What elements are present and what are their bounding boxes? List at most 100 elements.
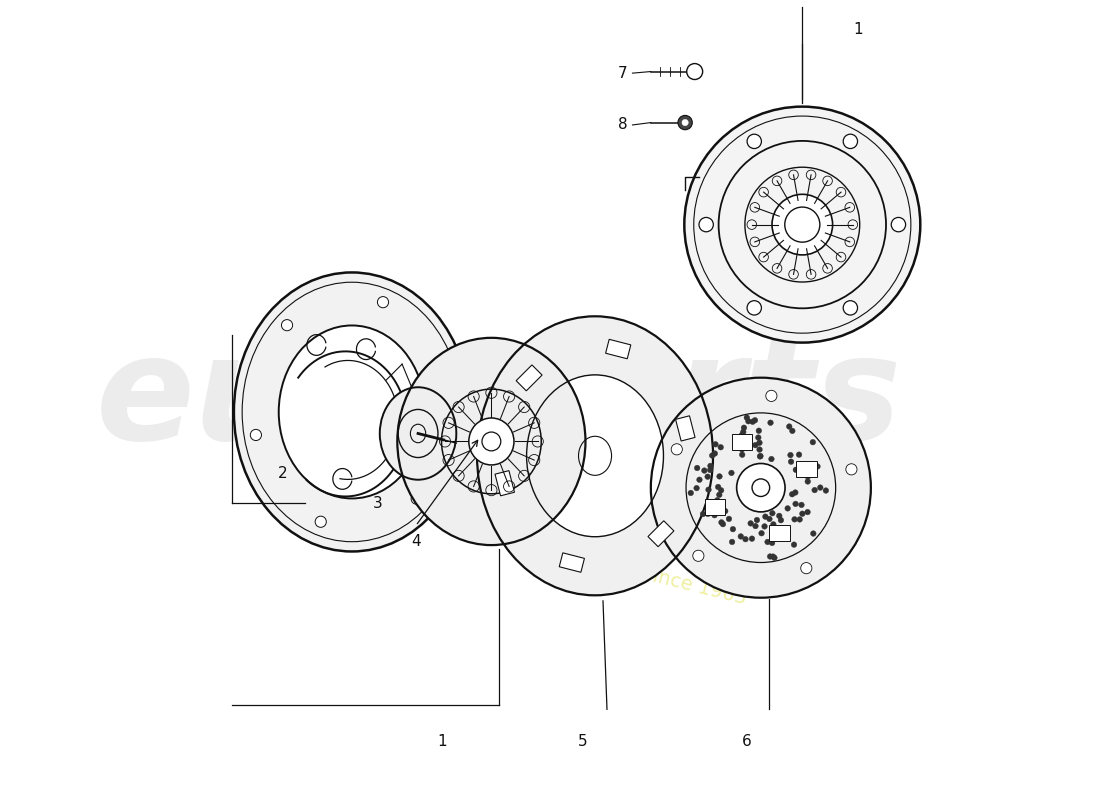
Circle shape bbox=[702, 468, 707, 474]
Circle shape bbox=[718, 502, 724, 508]
Circle shape bbox=[720, 522, 726, 527]
Circle shape bbox=[651, 378, 871, 598]
Ellipse shape bbox=[397, 338, 585, 545]
Circle shape bbox=[790, 491, 795, 497]
Text: 2: 2 bbox=[277, 466, 287, 481]
Circle shape bbox=[718, 520, 724, 525]
Circle shape bbox=[768, 554, 773, 559]
Circle shape bbox=[792, 517, 798, 522]
Circle shape bbox=[726, 516, 732, 522]
Circle shape bbox=[891, 218, 905, 232]
Circle shape bbox=[844, 134, 858, 149]
Circle shape bbox=[757, 440, 762, 446]
Circle shape bbox=[815, 464, 821, 470]
Circle shape bbox=[793, 501, 799, 506]
Circle shape bbox=[748, 521, 754, 526]
Circle shape bbox=[805, 510, 811, 515]
Circle shape bbox=[717, 474, 723, 479]
Circle shape bbox=[817, 485, 823, 490]
Ellipse shape bbox=[482, 432, 500, 451]
Bar bbox=[516, 365, 542, 391]
Circle shape bbox=[739, 446, 745, 452]
Text: 7: 7 bbox=[618, 66, 628, 81]
Text: 6: 6 bbox=[741, 734, 751, 749]
Circle shape bbox=[718, 445, 724, 450]
Circle shape bbox=[707, 463, 713, 469]
Bar bbox=[648, 521, 674, 546]
Circle shape bbox=[762, 514, 768, 519]
Ellipse shape bbox=[477, 316, 713, 595]
Circle shape bbox=[766, 390, 777, 402]
Text: 3: 3 bbox=[373, 496, 383, 511]
Circle shape bbox=[746, 418, 751, 424]
Circle shape bbox=[812, 487, 817, 493]
Circle shape bbox=[767, 516, 772, 522]
Bar bbox=[796, 461, 817, 477]
Circle shape bbox=[728, 470, 734, 476]
Circle shape bbox=[772, 194, 833, 255]
Circle shape bbox=[844, 301, 858, 315]
Circle shape bbox=[777, 513, 782, 518]
Circle shape bbox=[756, 428, 761, 434]
Circle shape bbox=[752, 418, 758, 423]
Circle shape bbox=[741, 425, 747, 430]
Ellipse shape bbox=[278, 326, 425, 498]
Circle shape bbox=[712, 513, 717, 518]
Circle shape bbox=[671, 444, 682, 455]
Circle shape bbox=[750, 419, 756, 425]
Circle shape bbox=[682, 119, 689, 126]
Text: 8: 8 bbox=[618, 118, 628, 133]
Circle shape bbox=[799, 502, 804, 508]
Circle shape bbox=[678, 115, 692, 130]
Text: 4: 4 bbox=[410, 534, 420, 550]
Circle shape bbox=[786, 424, 792, 430]
Circle shape bbox=[715, 484, 720, 490]
Text: 5: 5 bbox=[579, 734, 587, 749]
Text: 1: 1 bbox=[437, 734, 447, 749]
Circle shape bbox=[796, 517, 803, 522]
Circle shape bbox=[706, 487, 712, 493]
Ellipse shape bbox=[527, 375, 663, 537]
Circle shape bbox=[282, 319, 293, 330]
Circle shape bbox=[316, 516, 327, 527]
Circle shape bbox=[796, 452, 802, 458]
Circle shape bbox=[846, 464, 857, 475]
Circle shape bbox=[744, 415, 749, 420]
Circle shape bbox=[757, 454, 763, 459]
Circle shape bbox=[747, 134, 761, 149]
Circle shape bbox=[789, 459, 794, 465]
Bar bbox=[559, 553, 584, 572]
Circle shape bbox=[771, 555, 778, 561]
Circle shape bbox=[752, 442, 758, 448]
Circle shape bbox=[811, 530, 816, 536]
Circle shape bbox=[792, 490, 799, 495]
Circle shape bbox=[688, 490, 694, 496]
Bar bbox=[769, 526, 790, 542]
Circle shape bbox=[805, 478, 811, 484]
Circle shape bbox=[791, 542, 796, 547]
Circle shape bbox=[770, 510, 776, 516]
Circle shape bbox=[715, 498, 720, 503]
Circle shape bbox=[804, 473, 810, 478]
Circle shape bbox=[739, 432, 745, 438]
Circle shape bbox=[705, 511, 711, 517]
Circle shape bbox=[788, 452, 793, 458]
Bar bbox=[732, 434, 752, 450]
Circle shape bbox=[761, 524, 768, 529]
Circle shape bbox=[771, 522, 777, 527]
Circle shape bbox=[757, 446, 762, 452]
Circle shape bbox=[758, 454, 763, 458]
Circle shape bbox=[701, 511, 706, 517]
Circle shape bbox=[770, 554, 776, 559]
Text: europarts: europarts bbox=[96, 330, 903, 470]
Circle shape bbox=[742, 536, 748, 542]
Circle shape bbox=[684, 106, 921, 342]
Circle shape bbox=[694, 486, 700, 491]
Circle shape bbox=[723, 508, 728, 514]
Circle shape bbox=[716, 492, 722, 498]
Circle shape bbox=[251, 430, 262, 441]
Circle shape bbox=[739, 452, 745, 458]
Circle shape bbox=[411, 493, 422, 504]
Circle shape bbox=[694, 466, 700, 470]
Ellipse shape bbox=[379, 387, 456, 480]
